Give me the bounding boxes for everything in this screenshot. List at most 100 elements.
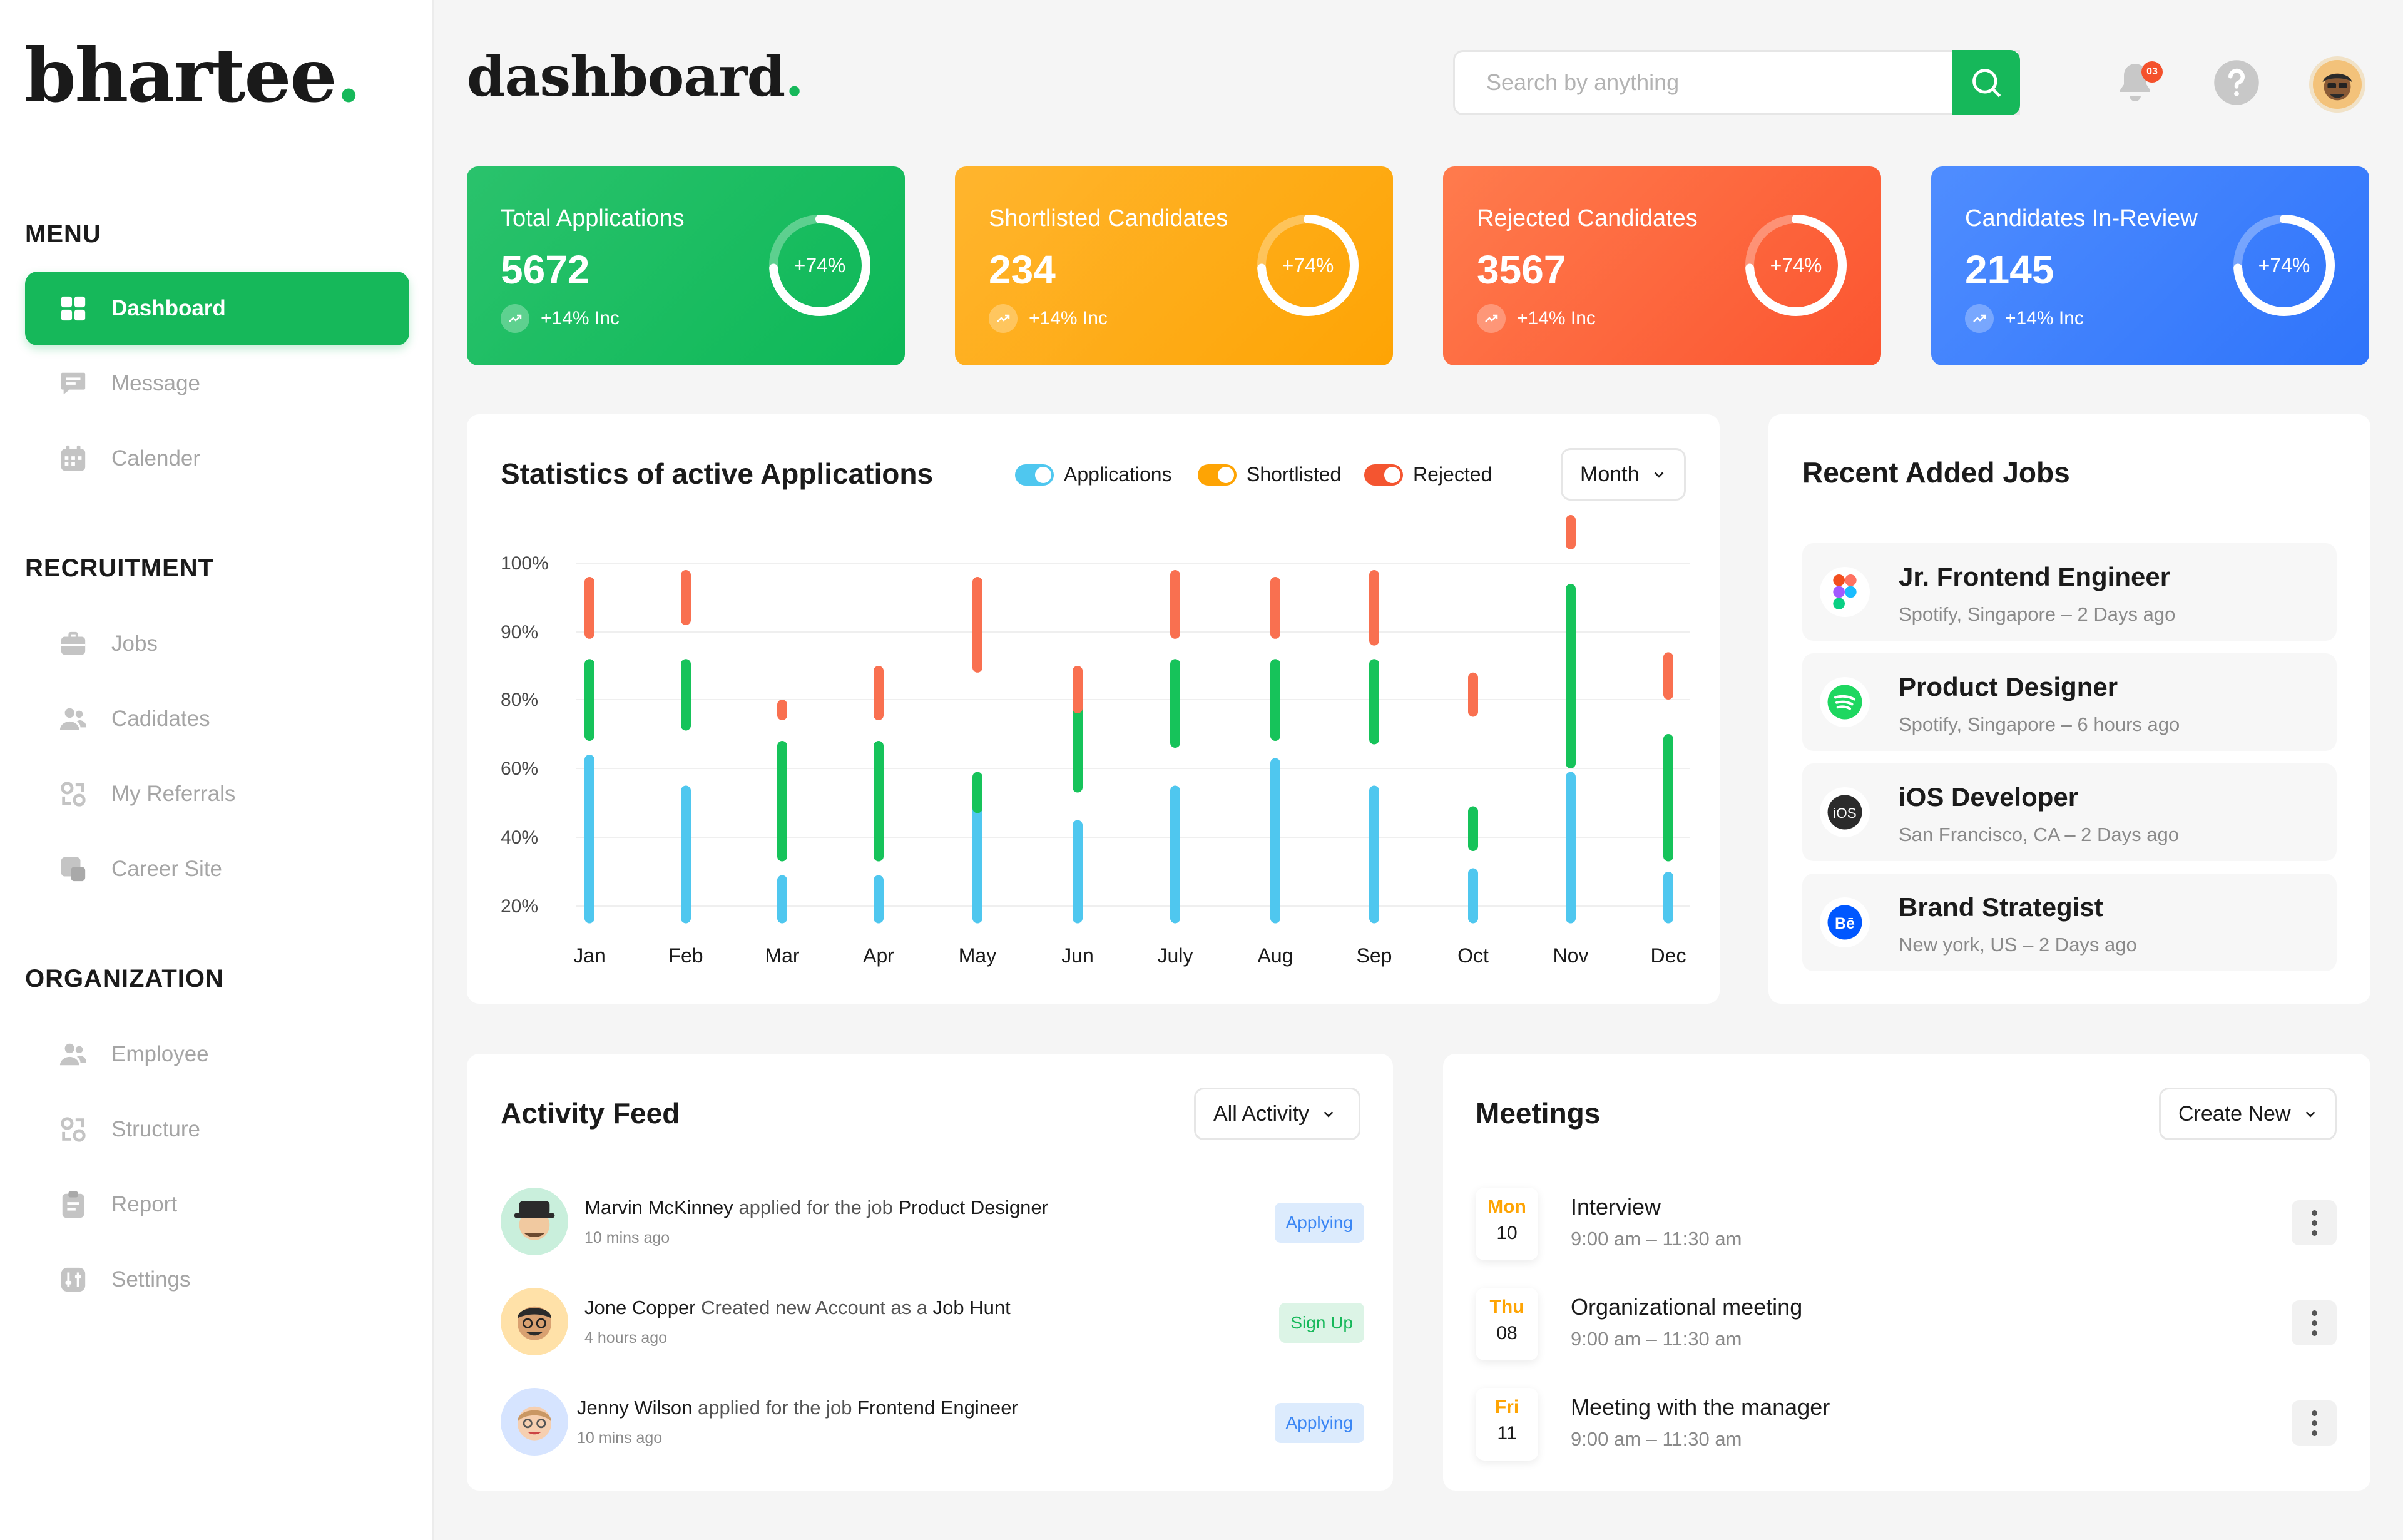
help-icon — [2214, 60, 2259, 105]
page-title: dashboard. — [467, 49, 804, 104]
sidebar-item-label: Dashboard — [111, 296, 226, 320]
chevron-down-icon — [1324, 1111, 1334, 1118]
toggle-switch[interactable] — [1364, 464, 1403, 486]
meeting-date: Thu 08 — [1476, 1288, 1538, 1360]
stat-value: 5672 — [501, 247, 590, 292]
sidebar-item-message[interactable]: Message — [25, 347, 409, 421]
clipboard-icon — [62, 1191, 84, 1218]
more-options-button[interactable] — [2292, 1200, 2337, 1245]
sidebar-item-jobs[interactable]: Jobs — [25, 607, 409, 681]
sidebar-item-label: Report — [111, 1192, 178, 1216]
sidebar-item-cadidates[interactable]: Cadidates — [25, 682, 409, 756]
chevron-down-icon — [1654, 472, 1663, 478]
sidebar: bhartee. MENU Dashboard Message Calender… — [0, 0, 434, 1540]
brand-logo[interactable]: bhartee. — [24, 39, 362, 113]
stat-card-in-review[interactable]: Candidates In-Review 2145 +14% Inc +74% — [1931, 166, 2369, 365]
legend-label: Shortlisted — [1247, 463, 1342, 486]
meeting-day: Fri — [1494, 1397, 1519, 1417]
notification-badge: 03 — [2141, 61, 2163, 83]
ring-percent: +74% — [793, 253, 846, 277]
sidebar-item-structure[interactable]: Structure — [25, 1093, 409, 1166]
kebab-dot — [2311, 1320, 2317, 1326]
activity-item[interactable]: Jenny Wilson applied for the job Fronten… — [501, 1388, 1364, 1469]
dropdown-label: All Activity — [1213, 1101, 1310, 1126]
sidebar-item-label: My Referrals — [111, 782, 236, 806]
activity-item[interactable]: Marvin McKinney applied for the job Prod… — [501, 1188, 1364, 1269]
stat-card-shortlisted[interactable]: Shortlisted Candidates 234 +14% Inc +74% — [955, 166, 1393, 365]
kebab-dot — [2311, 1210, 2317, 1216]
legend-label: Rejected — [1413, 463, 1492, 486]
stat-card-rejected[interactable]: Rejected Candidates 3567 +14% Inc +74% — [1443, 166, 1881, 365]
activity-target: Job Hunt — [932, 1297, 1011, 1318]
job-meta: New york, US – 2 Days ago — [1899, 934, 2137, 956]
status-badge: Sign Up — [1279, 1303, 1364, 1343]
sidebar-item-label: Career Site — [111, 857, 223, 881]
sidebar-item-dashboard[interactable]: Dashboard — [25, 272, 409, 345]
stat-card-total-applications[interactable]: Total Applications 5672 +14% Inc +74% — [467, 166, 905, 365]
progress-ring: +74% — [765, 210, 875, 320]
legend-shortlisted[interactable]: Shortlisted — [1198, 463, 1341, 486]
sidebar-item-label: Message — [111, 371, 201, 395]
more-options-button[interactable] — [2292, 1400, 2337, 1446]
legend-label: Applications — [1064, 463, 1172, 486]
sidebar-item-report[interactable]: Report — [25, 1168, 409, 1242]
status-badge: Applying — [1274, 1203, 1364, 1243]
meeting-item[interactable]: Mon 10 Interview 9:00 am – 11:30 am — [1476, 1188, 2337, 1269]
month-filter-dropdown[interactable]: Month — [1561, 448, 1686, 501]
job-card[interactable]: Jr. Frontend Engineer Spotify, Singapore… — [1802, 543, 2337, 641]
dropdown-label: Create New — [2178, 1101, 2291, 1126]
activity-target: Frontend Engineer — [857, 1397, 1018, 1419]
sidebar-item-career-site[interactable]: Career Site — [25, 832, 409, 906]
site-icon — [61, 857, 86, 882]
activity-filter-dropdown[interactable]: All Activity — [1194, 1088, 1360, 1140]
activity-target: Product Designer — [898, 1196, 1048, 1218]
stat-increase-text: +14% Inc — [1029, 308, 1108, 329]
activity-actor: Marvin McKinney — [584, 1196, 733, 1218]
stat-increase: +14% Inc — [501, 304, 620, 333]
search-placeholder: Search by anything — [1486, 69, 1680, 95]
help-button[interactable] — [2212, 58, 2262, 108]
brand-name: bhartee — [24, 32, 337, 119]
legend-applications[interactable]: Applications — [1015, 463, 1172, 486]
job-card[interactable]: iOS iOS Developer San Francisco, CA – 2 … — [1802, 763, 2337, 861]
meeting-item[interactable]: Thu 08 Organizational meeting 9:00 am – 1… — [1476, 1288, 2337, 1369]
message-icon — [61, 372, 86, 395]
job-card[interactable]: Bē Brand Strategist New york, US – 2 Day… — [1802, 874, 2337, 971]
toggle-switch[interactable] — [1198, 464, 1237, 486]
section-title-recruitment: RECRUITMENT — [25, 554, 215, 582]
search-input[interactable]: Search by anything — [1453, 50, 2020, 115]
ios-icon: iOS — [1820, 787, 1870, 837]
notification-button[interactable]: 03 — [2110, 58, 2163, 108]
stat-increase-text: +14% Inc — [1517, 308, 1596, 329]
statistics-panel — [467, 414, 1720, 1004]
briefcase-icon — [61, 631, 86, 655]
create-new-dropdown[interactable]: Create New — [2159, 1088, 2337, 1140]
job-meta: San Francisco, CA – 2 Days ago — [1899, 824, 2180, 845]
toggle-switch[interactable] — [1015, 464, 1054, 486]
sidebar-item-settings[interactable]: Settings — [25, 1243, 409, 1317]
search-button[interactable] — [1952, 50, 2020, 115]
legend-rejected[interactable]: Rejected — [1364, 463, 1492, 486]
job-title: Jr. Frontend Engineer — [1899, 562, 2171, 591]
meeting-time: 9:00 am – 11:30 am — [1571, 1428, 1742, 1450]
avatar[interactable] — [2309, 56, 2365, 113]
meeting-day-number: 11 — [1497, 1423, 1517, 1444]
settings-icon — [61, 1267, 86, 1292]
page-title-text: dashboard — [467, 44, 785, 109]
stat-label: Rejected Candidates — [1477, 205, 1698, 232]
activity-actor: Jone Copper — [584, 1297, 696, 1318]
ring-percent: +74% — [2258, 253, 2310, 277]
sidebar-item-calender[interactable]: Calender — [25, 422, 409, 496]
kebab-dot — [2311, 1420, 2317, 1426]
meeting-title: Meeting with the manager — [1571, 1394, 1830, 1420]
job-card[interactable]: Product Designer Spotify, Singapore – 6 … — [1802, 653, 2337, 751]
activity-item[interactable]: Jone Copper Created new Account as a Job… — [501, 1288, 1364, 1369]
meeting-title: Interview — [1571, 1194, 1661, 1220]
more-options-button[interactable] — [2292, 1300, 2337, 1345]
statistics-title: Statistics of active Applications — [501, 457, 934, 490]
job-title: iOS Developer — [1899, 782, 2079, 812]
sidebar-item-label: Employee — [111, 1042, 209, 1066]
meeting-item[interactable]: Fri 11 Meeting with the manager 9:00 am –… — [1476, 1388, 2337, 1469]
sidebar-item-my-referrals[interactable]: My Referrals — [25, 757, 409, 831]
sidebar-item-employee[interactable]: Employee — [25, 1017, 409, 1091]
